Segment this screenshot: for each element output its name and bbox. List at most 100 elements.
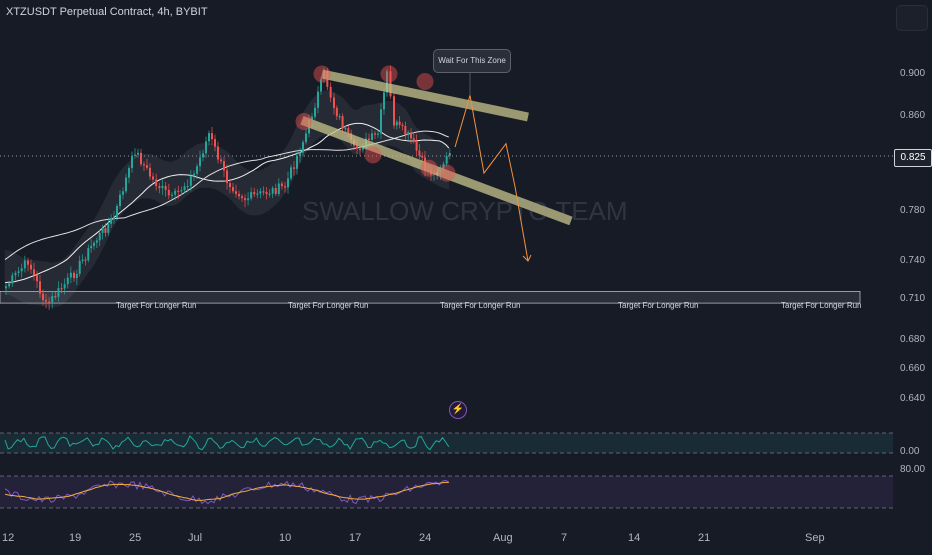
candle[interactable] bbox=[383, 92, 385, 110]
candle[interactable] bbox=[5, 286, 7, 289]
candle[interactable] bbox=[193, 173, 195, 177]
candle[interactable] bbox=[445, 156, 448, 164]
candle[interactable] bbox=[152, 176, 154, 180]
candle[interactable] bbox=[217, 146, 219, 160]
candle[interactable] bbox=[73, 272, 75, 279]
candle[interactable] bbox=[265, 192, 268, 195]
candle[interactable] bbox=[36, 275, 38, 282]
channel-upper-line[interactable] bbox=[321, 69, 529, 122]
candle[interactable] bbox=[412, 138, 415, 142]
candle[interactable] bbox=[104, 228, 107, 233]
top-right-button[interactable] bbox=[896, 5, 928, 31]
candle[interactable] bbox=[57, 288, 60, 297]
candle[interactable] bbox=[277, 183, 280, 194]
candle[interactable] bbox=[158, 186, 161, 189]
candle[interactable] bbox=[238, 193, 240, 197]
candle[interactable] bbox=[63, 284, 66, 289]
candle[interactable] bbox=[442, 163, 445, 169]
candle[interactable] bbox=[171, 194, 173, 196]
candle[interactable] bbox=[250, 192, 253, 199]
candle[interactable] bbox=[161, 185, 164, 189]
candle[interactable] bbox=[311, 116, 313, 121]
candle[interactable] bbox=[101, 228, 104, 233]
candle[interactable] bbox=[33, 269, 35, 276]
candle[interactable] bbox=[66, 277, 69, 285]
candle[interactable] bbox=[274, 187, 277, 194]
candle[interactable] bbox=[386, 71, 388, 93]
candle[interactable] bbox=[45, 299, 47, 302]
candle[interactable] bbox=[87, 248, 90, 261]
candle[interactable] bbox=[60, 288, 63, 290]
candle[interactable] bbox=[98, 232, 101, 241]
candle[interactable] bbox=[229, 183, 231, 188]
candle[interactable] bbox=[329, 86, 332, 98]
candle[interactable] bbox=[398, 121, 401, 125]
candle[interactable] bbox=[137, 152, 139, 155]
candle[interactable] bbox=[290, 167, 292, 179]
candle[interactable] bbox=[371, 133, 373, 140]
candle[interactable] bbox=[241, 196, 243, 199]
candle[interactable] bbox=[95, 240, 98, 243]
candle[interactable] bbox=[211, 133, 213, 140]
candle[interactable] bbox=[262, 191, 265, 193]
candle[interactable] bbox=[119, 194, 121, 207]
candle[interactable] bbox=[333, 97, 335, 108]
candle[interactable] bbox=[27, 260, 29, 265]
candle[interactable] bbox=[189, 176, 192, 186]
candle[interactable] bbox=[93, 242, 95, 246]
candle[interactable] bbox=[20, 268, 23, 272]
candle[interactable] bbox=[84, 259, 87, 261]
candle[interactable] bbox=[122, 191, 124, 195]
callout-wait-zone[interactable]: Wait For This Zone bbox=[433, 49, 511, 73]
candle[interactable] bbox=[421, 155, 424, 158]
candle[interactable] bbox=[271, 187, 274, 194]
candle[interactable] bbox=[177, 190, 180, 192]
candle[interactable] bbox=[8, 283, 11, 287]
candle[interactable] bbox=[183, 186, 186, 191]
candle[interactable] bbox=[140, 152, 142, 165]
candle[interactable] bbox=[125, 177, 127, 192]
candle[interactable] bbox=[78, 260, 81, 274]
candle[interactable] bbox=[380, 109, 382, 134]
candle[interactable] bbox=[299, 152, 301, 156]
candle[interactable] bbox=[393, 96, 395, 126]
candle[interactable] bbox=[448, 153, 451, 157]
candle[interactable] bbox=[268, 193, 271, 195]
candle[interactable] bbox=[247, 198, 250, 201]
candle[interactable] bbox=[296, 155, 298, 169]
candle[interactable] bbox=[116, 206, 118, 218]
candle[interactable] bbox=[164, 185, 167, 190]
candle[interactable] bbox=[75, 273, 78, 279]
candle[interactable] bbox=[180, 190, 183, 192]
candle[interactable] bbox=[335, 107, 338, 117]
candle[interactable] bbox=[131, 155, 133, 169]
candle[interactable] bbox=[395, 121, 398, 126]
candle[interactable] bbox=[81, 259, 84, 261]
candle[interactable] bbox=[208, 133, 210, 142]
target-zone[interactable] bbox=[0, 290, 861, 304]
candle[interactable] bbox=[54, 296, 57, 298]
candle[interactable] bbox=[39, 281, 41, 294]
candle[interactable] bbox=[196, 166, 198, 174]
candle[interactable] bbox=[244, 198, 246, 201]
candle[interactable] bbox=[284, 186, 286, 188]
candle[interactable] bbox=[235, 191, 237, 194]
candle[interactable] bbox=[302, 142, 304, 153]
candle[interactable] bbox=[110, 218, 113, 224]
candle[interactable] bbox=[418, 150, 421, 156]
candle[interactable] bbox=[90, 245, 93, 249]
candle[interactable] bbox=[223, 161, 225, 171]
candle[interactable] bbox=[232, 187, 234, 192]
candle[interactable] bbox=[368, 138, 370, 140]
candle[interactable] bbox=[205, 141, 207, 154]
candle[interactable] bbox=[23, 260, 26, 269]
candle[interactable] bbox=[202, 153, 204, 158]
candle[interactable] bbox=[186, 185, 189, 188]
candle[interactable] bbox=[48, 301, 51, 303]
candle[interactable] bbox=[199, 157, 201, 167]
candle[interactable] bbox=[410, 132, 412, 139]
candle[interactable] bbox=[30, 264, 32, 270]
candle[interactable] bbox=[214, 139, 216, 147]
